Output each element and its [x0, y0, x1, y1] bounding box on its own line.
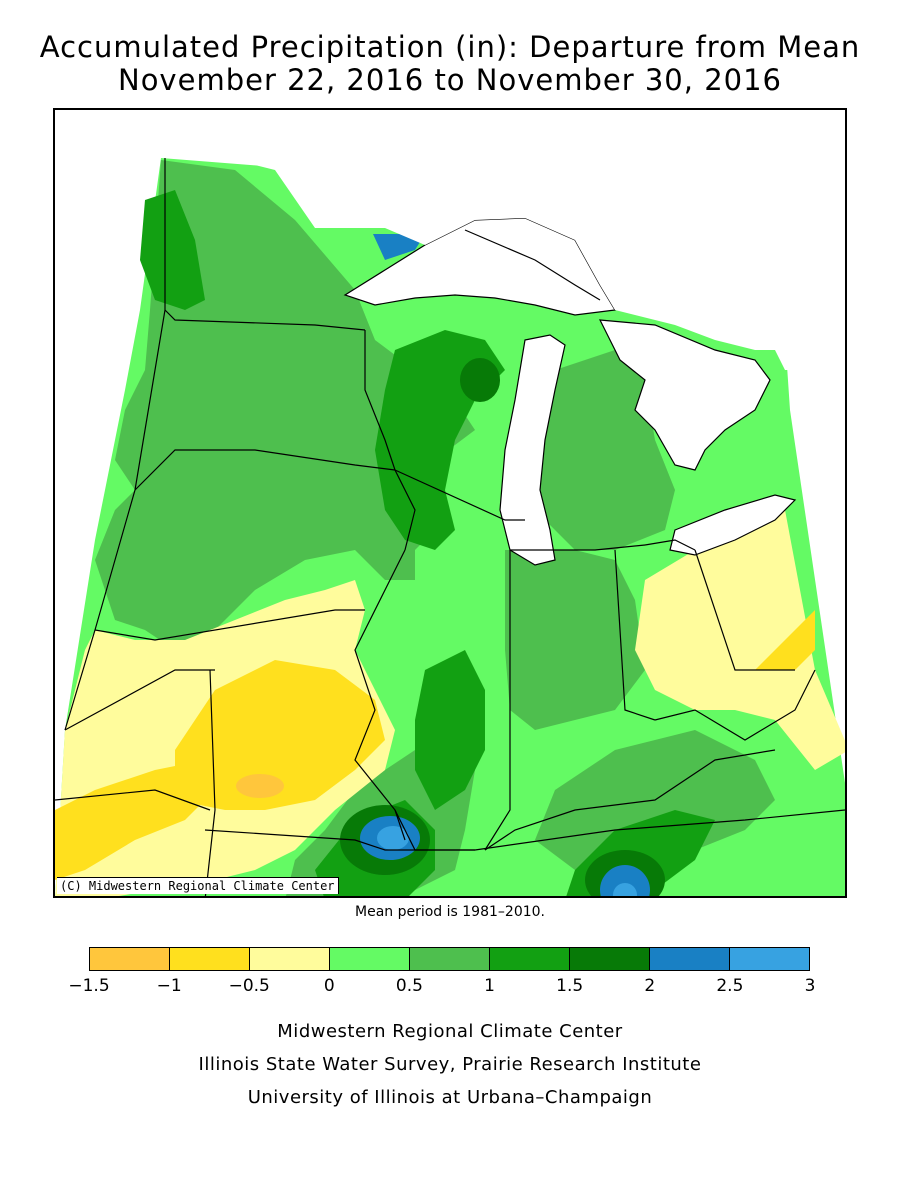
- legend-tick-label: −1.5: [68, 976, 110, 996]
- map-title-line-1: Accumulated Precipitation (in): Departur…: [39, 30, 861, 64]
- contour-0.5-1-michigan: [525, 350, 675, 550]
- legend-tick-label: 1: [484, 976, 495, 996]
- legend-tick-label: 3: [804, 976, 816, 996]
- lake-huron: [598, 319, 771, 471]
- legend-swatch: [570, 948, 650, 970]
- legend-tick-label: 1.5: [556, 976, 584, 996]
- legend-swatch: [90, 948, 170, 970]
- legend-tick-label: −0.5: [228, 976, 270, 996]
- lake-michigan: [499, 334, 566, 566]
- contour-2-2.5-lake-superior: [373, 234, 425, 260]
- credit-line-3: University of Illinois at Urbana–Champai…: [247, 1087, 653, 1108]
- map-canvas: [55, 110, 845, 896]
- precipitation-map: (C) Midwestern Regional Climate Center: [53, 108, 847, 898]
- contour-1-1.5-illinois: [415, 650, 485, 810]
- canada-region: [235, 110, 845, 370]
- legend-tick-label: 2.5: [716, 976, 744, 996]
- legend-swatch: [330, 948, 410, 970]
- state-boundaries: [55, 158, 845, 896]
- color-legend: [89, 947, 810, 971]
- legend-swatch: [490, 948, 570, 970]
- lake-erie: [669, 494, 797, 556]
- credit-line-1: Midwestern Regional Climate Center: [277, 1021, 623, 1042]
- legend-tick-label: 0: [323, 976, 335, 996]
- legend-tick-label: 2: [644, 976, 656, 996]
- contour-neg0.5-neg1-kansas: [55, 760, 215, 880]
- contour-2-2.5-tennessee: [600, 865, 650, 896]
- mean-period-note: Mean period is 1981–2010.: [355, 904, 545, 920]
- map-copyright: (C) Midwestern Regional Climate Center: [57, 877, 339, 894]
- contour-1-1.5-minnesota: [140, 190, 205, 310]
- legend-swatch: [410, 948, 490, 970]
- legend-swatch: [650, 948, 730, 970]
- contour-neg1-neg1.5-missouri: [236, 774, 284, 798]
- contour-0-neg0.5-ohio: [635, 510, 845, 770]
- legend-swatch: [170, 948, 250, 970]
- legend-swatch: [250, 948, 330, 970]
- contour-2.5-3-missouri: [377, 826, 409, 850]
- legend-swatch: [730, 948, 809, 970]
- legend-tick-label: 0.5: [395, 976, 423, 996]
- contour-neg0.5-neg1-ohio: [755, 610, 815, 670]
- contour-2.5-3-tennessee: [613, 883, 637, 896]
- contour-neg0.5-neg1-missouri: [175, 660, 385, 810]
- contour-0.5-1-indiana: [505, 550, 645, 730]
- credit-line-2: Illinois State Water Survey, Prairie Res…: [198, 1054, 702, 1075]
- map-title-line-2: November 22, 2016 to November 30, 2016: [118, 63, 782, 97]
- contour-1.5-2-wisconsin: [460, 358, 500, 402]
- legend-tick-label: −1: [156, 976, 182, 996]
